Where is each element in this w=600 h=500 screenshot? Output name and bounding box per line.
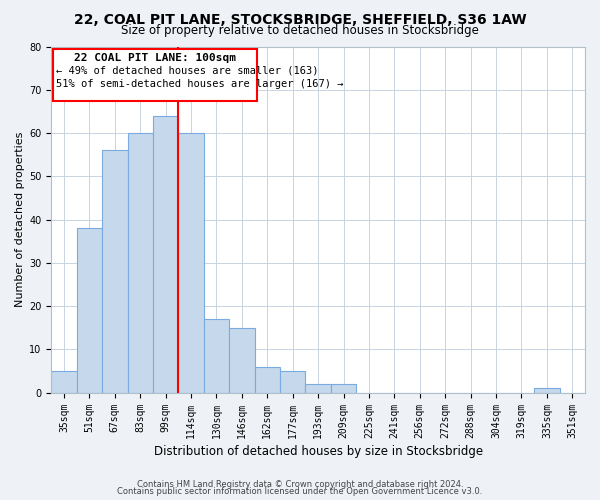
Bar bbox=[51, 371, 77, 392]
Bar bbox=[153, 116, 178, 392]
Text: Contains public sector information licensed under the Open Government Licence v3: Contains public sector information licen… bbox=[118, 487, 482, 496]
Bar bbox=[77, 228, 102, 392]
Bar bbox=[229, 328, 254, 392]
Text: 51% of semi-detached houses are larger (167) →: 51% of semi-detached houses are larger (… bbox=[56, 79, 344, 89]
Text: Contains HM Land Registry data © Crown copyright and database right 2024.: Contains HM Land Registry data © Crown c… bbox=[137, 480, 463, 489]
Bar bbox=[331, 384, 356, 392]
Bar bbox=[102, 150, 128, 392]
Bar bbox=[128, 133, 153, 392]
Text: 22 COAL PIT LANE: 100sqm: 22 COAL PIT LANE: 100sqm bbox=[74, 53, 236, 63]
FancyBboxPatch shape bbox=[53, 48, 257, 100]
Text: ← 49% of detached houses are smaller (163): ← 49% of detached houses are smaller (16… bbox=[56, 66, 319, 76]
X-axis label: Distribution of detached houses by size in Stocksbridge: Distribution of detached houses by size … bbox=[154, 444, 482, 458]
Y-axis label: Number of detached properties: Number of detached properties bbox=[15, 132, 25, 307]
Bar bbox=[534, 388, 560, 392]
Bar bbox=[280, 371, 305, 392]
Bar bbox=[178, 133, 204, 392]
Text: Size of property relative to detached houses in Stocksbridge: Size of property relative to detached ho… bbox=[121, 24, 479, 37]
Bar bbox=[305, 384, 331, 392]
Bar bbox=[254, 366, 280, 392]
Bar bbox=[204, 319, 229, 392]
Text: 22, COAL PIT LANE, STOCKSBRIDGE, SHEFFIELD, S36 1AW: 22, COAL PIT LANE, STOCKSBRIDGE, SHEFFIE… bbox=[74, 12, 526, 26]
